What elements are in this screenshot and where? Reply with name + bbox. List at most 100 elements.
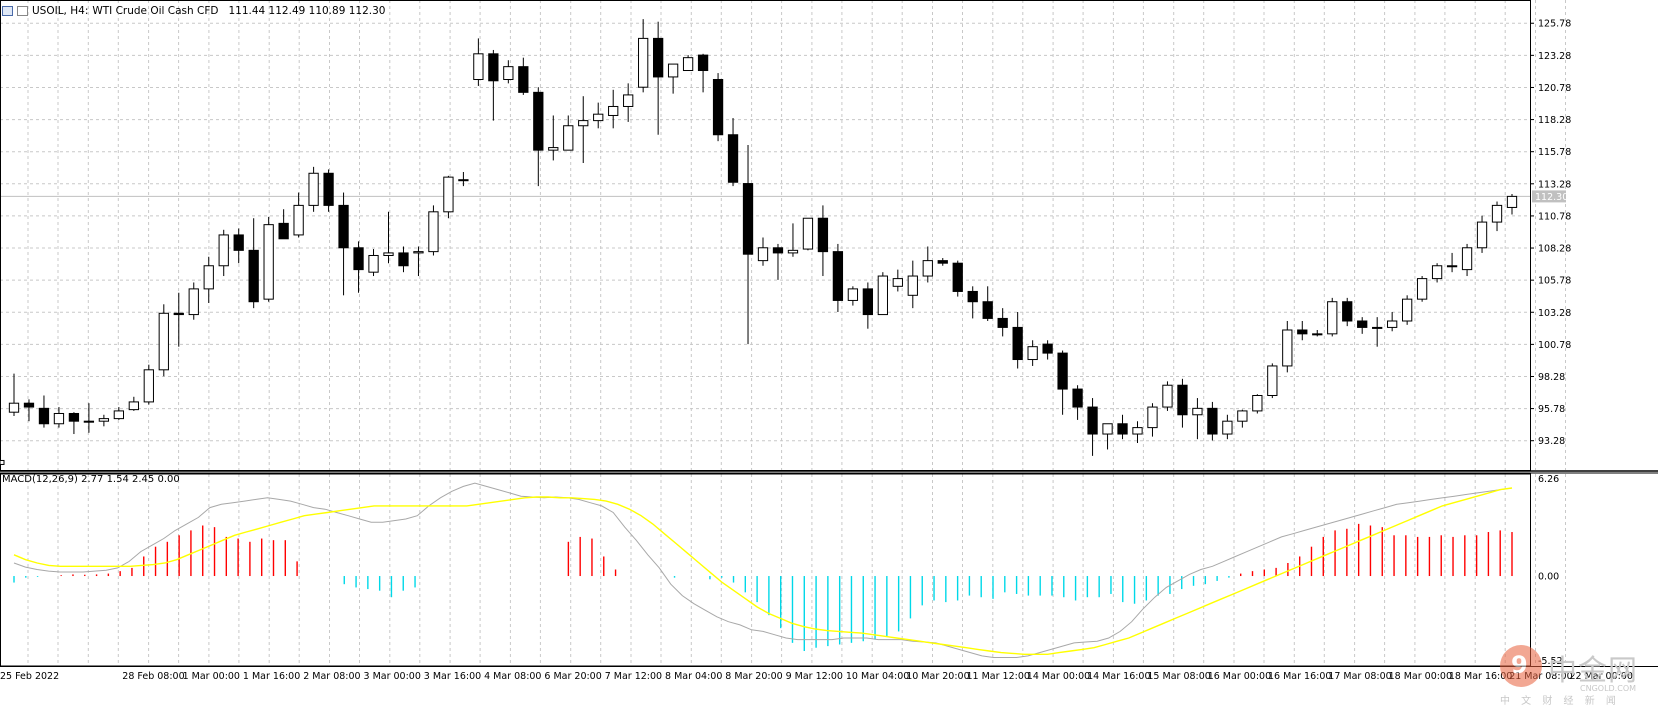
watermark-url: CNGOLD.COM <box>1580 684 1637 693</box>
y-tick-label: 123.28 <box>1538 51 1571 62</box>
candle-body <box>1117 423 1128 435</box>
x-tick-label: 21 Mar 08:00 <box>1509 671 1572 682</box>
candle-body <box>1297 329 1308 335</box>
macd-line <box>13 482 1513 658</box>
candle-body <box>1147 406 1158 429</box>
x-tick-label: 9 Mar 12:00 <box>786 671 843 682</box>
candle-body <box>158 312 169 371</box>
x-tick-label: 28 Feb 08:00 <box>122 671 184 682</box>
candle-body <box>98 418 110 422</box>
price-pane-border <box>0 0 1531 471</box>
x-tick-label: 17 Mar 08:00 <box>1328 671 1391 682</box>
y-tick-label: 108.28 <box>1538 244 1571 255</box>
symbol-label: USOIL, H4: <box>32 5 89 17</box>
candle-body <box>1102 423 1113 435</box>
candle-body <box>233 234 244 251</box>
candle-body <box>682 57 694 72</box>
candle-body <box>1416 278 1428 300</box>
candle-body <box>1162 384 1173 408</box>
x-tick-label: 16 Mar 16:00 <box>1268 671 1331 682</box>
candle-body <box>308 172 319 206</box>
candle-body <box>83 420 95 423</box>
candle-body <box>8 402 20 413</box>
y-tick-label: 105.78 <box>1538 276 1571 287</box>
candle-body <box>922 260 933 277</box>
candle-body <box>593 113 604 122</box>
candle-body <box>652 37 664 78</box>
axes: 125.78 123.28 120.78 118.28 115.78 113.28 110.… <box>0 0 1658 682</box>
candle-body <box>1312 333 1323 336</box>
candle-body <box>188 288 199 316</box>
candle-body <box>413 251 424 254</box>
candle-body <box>1387 320 1398 328</box>
candle-body <box>248 249 259 303</box>
candle-body <box>53 412 65 425</box>
x-tick-label: 18 Mar 00:00 <box>1389 671 1452 682</box>
watermark: 9 中金网 CNGOLD.COM 中 文 财 经 新 闻 <box>1500 645 1650 707</box>
candle-body <box>1177 384 1188 416</box>
macd-tick-label: 0.00 <box>1538 572 1559 583</box>
candle-body <box>578 120 589 127</box>
candle-body <box>503 66 514 81</box>
candle-body <box>293 204 304 236</box>
candle-body <box>982 301 993 319</box>
y-tick-label: 93.28 <box>1538 436 1565 447</box>
candle-body <box>1072 388 1083 408</box>
candle-body <box>1267 365 1278 396</box>
candle-body <box>1401 298 1413 322</box>
x-tick-label: 6 Mar 20:00 <box>544 671 601 682</box>
candle-body <box>847 288 859 301</box>
candle-body <box>173 312 184 316</box>
candle-body <box>997 317 1008 328</box>
x-tick-label: 25 Feb 2022 <box>0 671 59 682</box>
current-price-tag <box>1532 190 1566 203</box>
current-price-label: 112.30 <box>1535 192 1568 203</box>
candle-body <box>697 54 709 72</box>
candle-body <box>787 249 799 254</box>
candle-body <box>742 183 754 255</box>
x-tick-label: 22 Mar 00:00 <box>1570 671 1633 682</box>
candle-body <box>398 252 409 267</box>
candle-body <box>518 66 529 93</box>
candle-body <box>473 53 484 81</box>
candle-body <box>817 217 829 253</box>
candle-body <box>548 147 559 151</box>
candle-body <box>1012 326 1023 361</box>
watermark-name: 中金网 <box>1548 653 1639 687</box>
y-tick-label: 125.78 <box>1538 19 1571 30</box>
candle-body <box>832 251 844 301</box>
candle-body <box>907 275 918 296</box>
x-tick-label: 8 Mar 04:00 <box>665 671 722 682</box>
y-tick-label: 98.28 <box>1538 372 1565 383</box>
candle-body <box>128 401 139 411</box>
candle-body <box>368 254 379 273</box>
y-tick-label: 120.78 <box>1538 83 1571 94</box>
candle-body <box>1327 301 1338 335</box>
candle-body <box>113 410 125 420</box>
candle-body <box>338 204 349 249</box>
candle-body <box>877 275 888 316</box>
candle-body <box>1372 326 1383 329</box>
candle-body <box>1057 352 1068 390</box>
y-tick-label: 118.28 <box>1538 115 1571 126</box>
candle-body <box>952 262 963 292</box>
macd-tick-label: -5.52 <box>1538 656 1563 667</box>
grid <box>0 0 1566 666</box>
y-tick-label: 110.78 <box>1538 211 1571 222</box>
x-tick-label: 1 Mar 00:00 <box>183 671 240 682</box>
candle-body <box>1506 195 1518 208</box>
candle-body <box>1357 320 1368 328</box>
candle-body <box>23 402 35 408</box>
candle-body <box>1237 410 1248 422</box>
candle-body <box>1132 427 1143 435</box>
candle-body <box>1476 221 1488 249</box>
candle-body <box>68 412 80 422</box>
candle-body <box>802 217 814 250</box>
x-tick-label: 15 Mar 08:00 <box>1147 671 1210 682</box>
candle-body <box>1431 265 1443 280</box>
chart-type-icon <box>17 6 28 16</box>
watermark-logo-icon: 9 <box>1500 645 1542 687</box>
candle-body <box>862 288 874 316</box>
candle-body <box>278 222 289 240</box>
x-tick-label: 1 Mar 16:00 <box>243 671 300 682</box>
